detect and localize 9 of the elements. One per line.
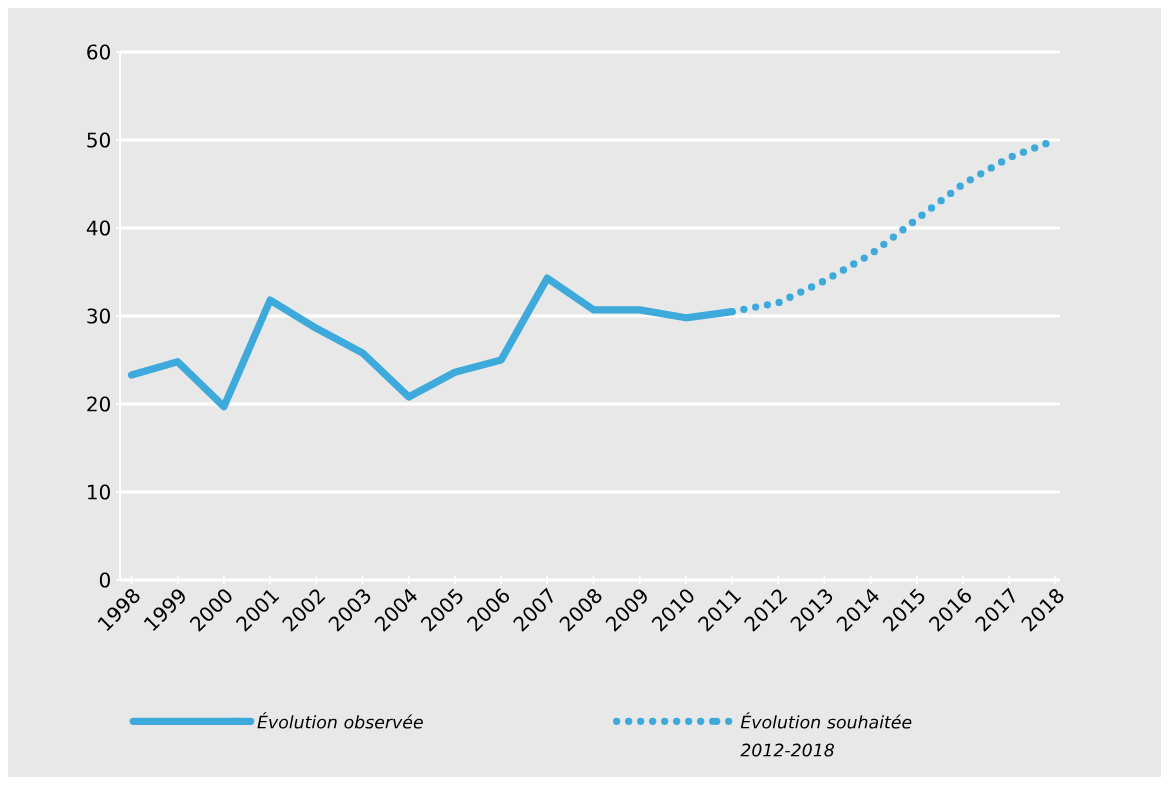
y-tick-label: 10 bbox=[88, 484, 110, 500]
y-tick-label: 40 bbox=[86, 220, 110, 236]
y-tick-label: 30 bbox=[87, 308, 110, 324]
y-tick-label: 60 bbox=[87, 44, 110, 60]
legend-label: Évolution observée bbox=[257, 712, 423, 729]
legend-label: Évolution souhaitée 2012-2018 bbox=[740, 712, 912, 757]
y-tick-label: 50 bbox=[87, 132, 110, 148]
y-tick-label: 0 bbox=[99, 572, 110, 588]
y-tick-label: 20 bbox=[87, 396, 110, 412]
